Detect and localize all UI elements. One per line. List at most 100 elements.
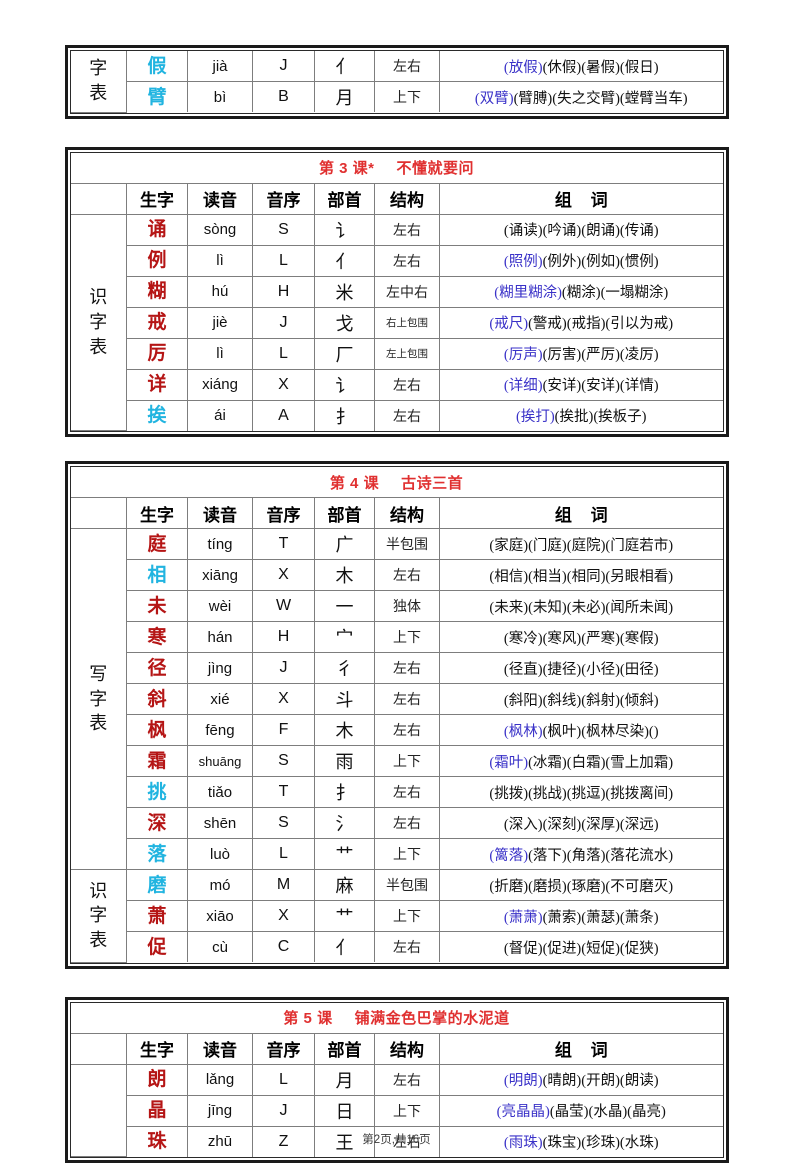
vocab-word: (惯例) xyxy=(619,254,659,270)
vocab-word: (失之交臂) xyxy=(552,90,620,107)
cell-words: (详细)(安详)(安详)(详情) xyxy=(439,368,723,401)
vocab-word: (小径) xyxy=(581,661,620,678)
cell-initial: T xyxy=(252,528,315,560)
side-label: 识字表 xyxy=(70,869,127,963)
cell-pinyin: shēn xyxy=(187,807,253,839)
vocab-table-continuation: 字表假 jià J 亻左右 (放假)(休假)(暑假)(假日) 臂 bì B 月上下 (双臂)(臂膊… xyxy=(70,51,723,113)
vocab-word: (篱落) xyxy=(489,847,529,864)
vocab-word: (落花流水) xyxy=(605,847,674,864)
cell-pinyin: lì xyxy=(187,337,253,370)
table-block-lesson-3: 第 3 课* 不懂就要问 生字 读音 音序 部首 结构组 词识字表诵 sòng S 讠左右 (诵读)… xyxy=(64,146,729,437)
side-label-char: 字 xyxy=(89,905,108,926)
cell-pinyin: hán xyxy=(187,621,253,653)
page-footer: 第2页,共16页 xyxy=(362,1134,431,1146)
cell-initial: T xyxy=(252,776,315,808)
cell-words: (放假)(休假)(暑假)(假日) xyxy=(439,51,723,82)
vocab-word: (挑战) xyxy=(528,785,567,802)
cell-structure: 左右 xyxy=(374,399,440,431)
vocab-word: (深厚) xyxy=(581,816,620,833)
vocab-word: (厉害) xyxy=(542,347,582,363)
cell-words: (戒尺)(警戒)(戒指)(引以为戒) xyxy=(439,306,723,339)
cell-initial: L xyxy=(252,838,315,870)
cell-structure: 左上包围 xyxy=(374,337,440,370)
cell-structure: 上下 xyxy=(374,621,440,653)
vocab-word: (挨打) xyxy=(515,409,555,425)
header-corner xyxy=(70,497,127,529)
column-header-2: 音序 xyxy=(252,497,315,529)
vocab-word: (严寒) xyxy=(581,630,620,647)
cell-structure: 上下 xyxy=(374,81,440,112)
side-label: 字表 xyxy=(70,51,127,113)
cell-initial: M xyxy=(252,869,315,901)
cell-initial: W xyxy=(252,590,315,622)
column-header-1: 读音 xyxy=(187,1032,253,1065)
side-label-char: 识 xyxy=(89,287,108,307)
cell-radical: 木 xyxy=(314,714,375,746)
table-row: 挑 tiǎo T 扌左右 (挑拨)(挑战)(挑逗)(挑拨离间) xyxy=(71,776,723,808)
cell-radical: 月 xyxy=(314,81,375,112)
vocab-word: (双臂) xyxy=(474,90,514,107)
cell-character: 寒 xyxy=(126,621,188,653)
cell-initial: L xyxy=(252,244,315,277)
vocab-word: (霜叶) xyxy=(489,754,529,771)
vocab-word: (晴朗) xyxy=(542,1073,582,1089)
vocab-word: (挑拨) xyxy=(489,785,529,802)
vocab-table-lesson-3: 第 3 课* 不懂就要问 生字 读音 音序 部首 结构组 词识字表诵 sòng S 讠左右 (诵读)… xyxy=(70,152,723,431)
column-header-3: 部首 xyxy=(314,497,375,529)
cell-radical: 亻 xyxy=(314,51,375,82)
cell-radical: 艹 xyxy=(314,838,375,870)
table-row: 写字表庭 tíng T 广半包围 (家庭)(门庭)(庭院)(门庭若市) xyxy=(70,528,723,870)
cell-structure: 左右 xyxy=(374,652,440,684)
vocab-word: (戒指) xyxy=(566,316,606,332)
table-row: 霜 shuāng S 雨上下 (霜叶)(冰霜)(白霜)(雪上加霜) xyxy=(71,745,723,777)
cell-words: (照例)(例外)(例如)(惯例) xyxy=(439,244,723,277)
cell-words: (霜叶)(冰霜)(白霜)(雪上加霜) xyxy=(439,745,723,777)
cell-pinyin: bì xyxy=(187,81,253,112)
table-body: 第 4 课古诗三首 生字 读音 音序 部首 结构组 词写字表庭 tíng T 广半包围 (家庭)(… xyxy=(70,467,723,963)
cell-initial: A xyxy=(252,399,315,431)
side-label-char: 字 xyxy=(89,311,108,332)
cell-initial: S xyxy=(252,213,315,246)
table-row: 识字表磨 mó M 麻半包围 (折磨)(磨损)(琢磨)(不可磨灭) xyxy=(70,869,723,963)
cell-words: (萧萧)(萧索)(萧瑟)(萧条) xyxy=(439,900,723,932)
table-row: 戒 jiè J 戈右上包围 (戒尺)(警戒)(戒指)(引以为戒) xyxy=(71,306,723,339)
cell-radical: 日 xyxy=(314,1094,375,1127)
vocab-word: (厉声) xyxy=(503,347,543,363)
vocab-word: (不可磨灭) xyxy=(605,878,674,895)
vocab-word: () xyxy=(648,723,659,740)
vocab-word: (晶莹) xyxy=(549,1104,589,1120)
cell-character: 庭 xyxy=(126,528,188,560)
cell-structure: 左右 xyxy=(374,714,440,746)
column-header-0: 生字 xyxy=(126,497,188,529)
vocab-word: (严厉) xyxy=(581,347,620,363)
cell-character: 糊 xyxy=(126,275,188,308)
cell-radical: 宀 xyxy=(314,621,375,653)
table-header-row: 生字 读音 音序 部首 结构组 词 xyxy=(70,182,723,215)
side-label-char: 识 xyxy=(89,880,108,901)
lesson-name: 古诗三首 xyxy=(401,474,464,492)
cell-initial: S xyxy=(252,745,315,777)
cell-pinyin: xiáng xyxy=(187,368,253,401)
vocab-word: (门庭) xyxy=(528,537,567,554)
column-header-4: 结构 xyxy=(374,182,440,215)
cell-pinyin: mó xyxy=(187,869,253,901)
cell-character: 挑 xyxy=(126,776,188,808)
vocab-word: (照例) xyxy=(503,254,543,270)
cell-structure: 左右 xyxy=(374,213,440,246)
cell-words: (折磨)(磨损)(琢磨)(不可磨灭) xyxy=(439,869,723,901)
cell-initial: B xyxy=(252,81,315,112)
cell-structure: 右上包围 xyxy=(374,306,440,339)
cell-initial: F xyxy=(252,714,315,746)
cell-radical: 木 xyxy=(314,559,375,591)
vocab-word: (戒尺) xyxy=(489,316,529,332)
vocab-word: (径直) xyxy=(503,661,543,678)
cell-initial: J xyxy=(252,51,315,82)
cell-words: (枫林)(枫叶)(枫林尽染)() xyxy=(439,714,723,746)
table-row: 径 jìng J 彳左右 (径直)(捷径)(小径)(田径) xyxy=(71,652,723,684)
table-block-lesson-4: 第 4 课古诗三首 生字 读音 音序 部首 结构组 词写字表庭 tíng T 广半包围 (家庭)(… xyxy=(64,461,729,969)
cell-radical: 扌 xyxy=(314,776,375,808)
side-label-char: 表 xyxy=(89,930,108,951)
cell-character: 臂 xyxy=(126,81,188,112)
vocab-word: (放假) xyxy=(503,59,543,76)
table-body: 字表假 jià J 亻左右 (放假)(休假)(暑假)(假日) 臂 bì B 月上下 (双臂)(臂膊… xyxy=(70,51,723,113)
